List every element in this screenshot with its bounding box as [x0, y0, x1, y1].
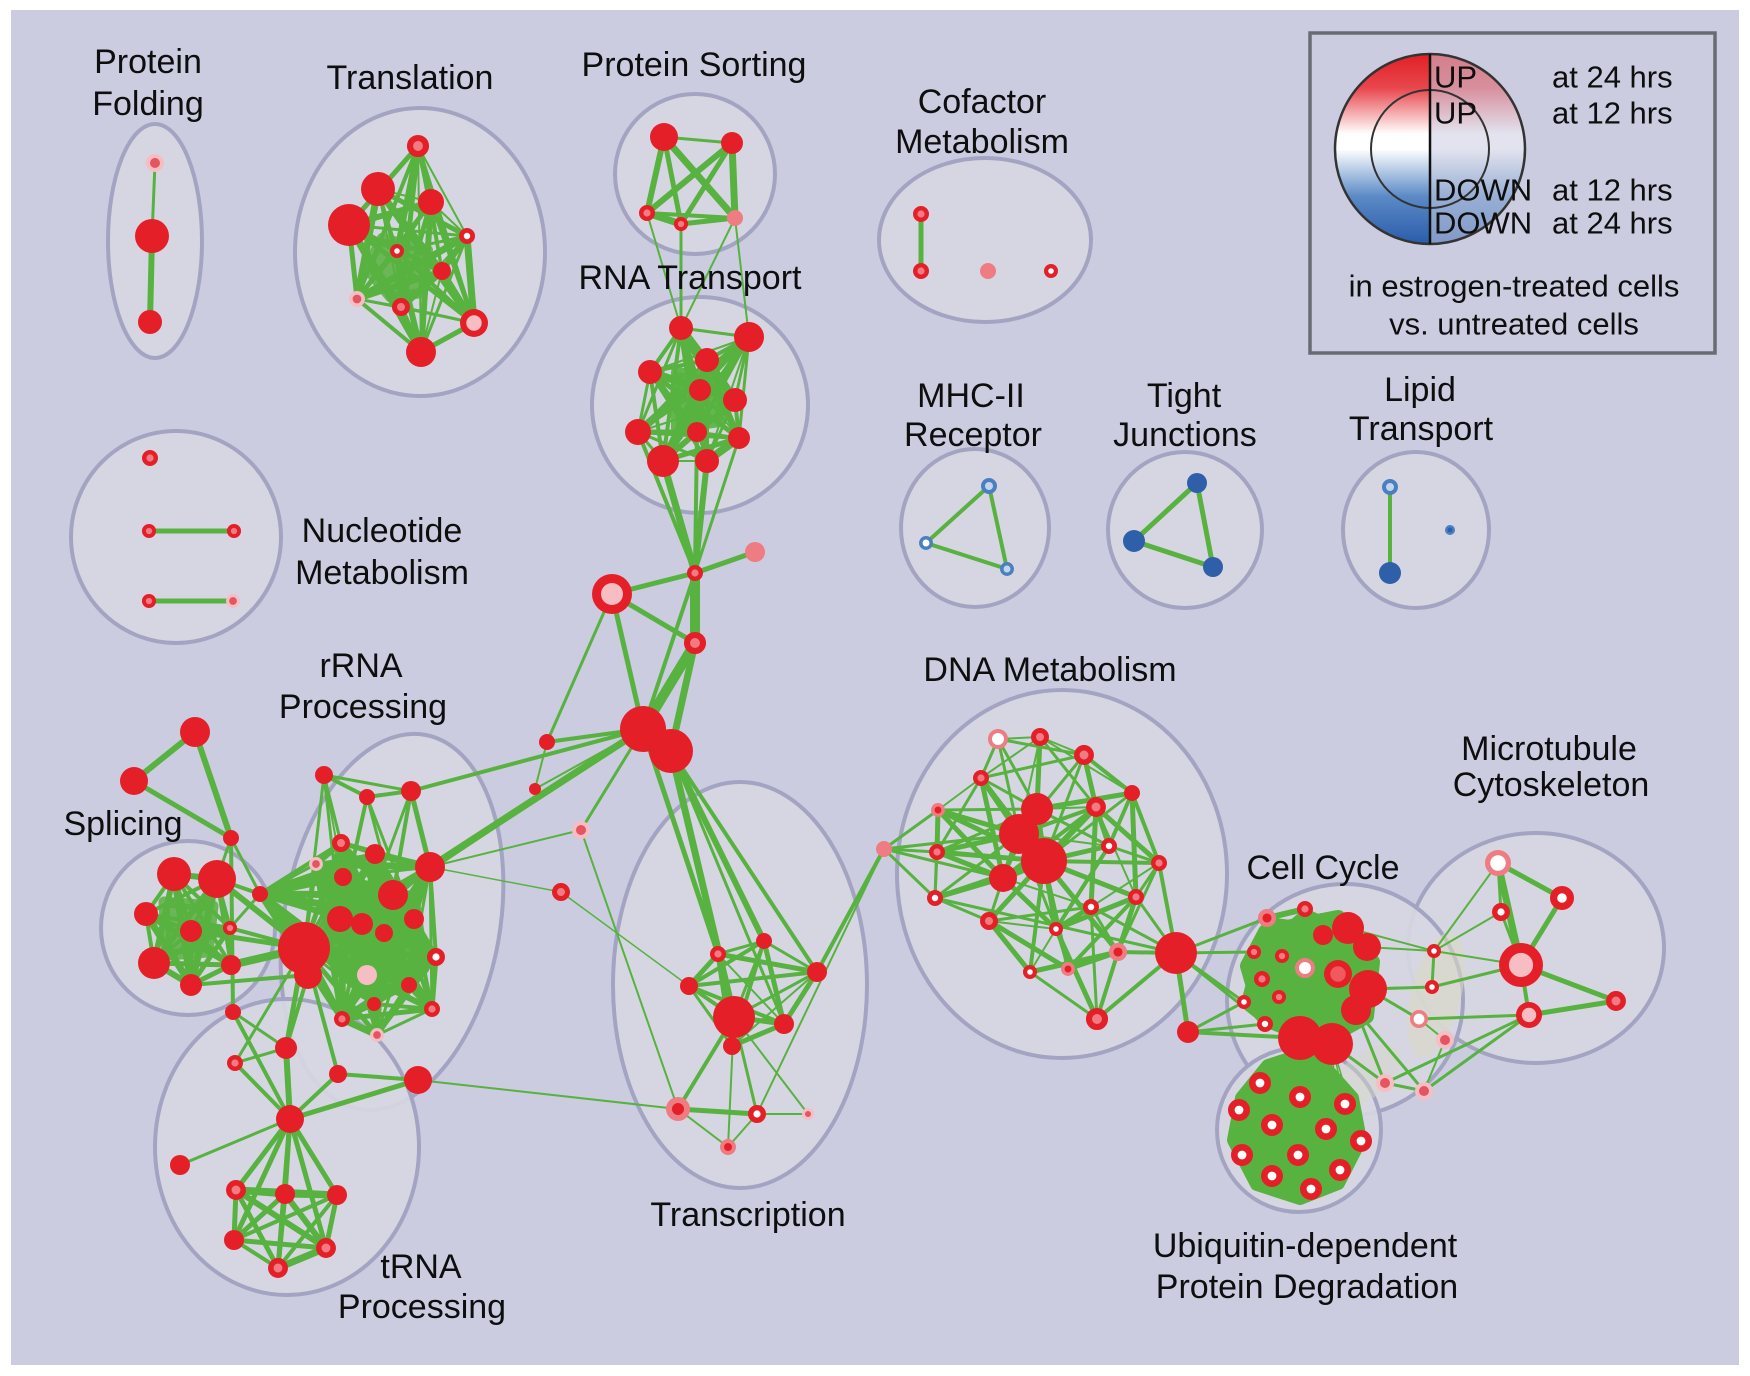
svg-text:Junctions: Junctions: [1113, 416, 1257, 454]
svg-text:UP: UP: [1434, 96, 1477, 131]
svg-text:tRNA: tRNA: [380, 1248, 462, 1286]
svg-text:Ubiquitin-dependent: Ubiquitin-dependent: [1153, 1227, 1458, 1265]
svg-text:Protein: Protein: [94, 43, 202, 81]
svg-text:Tight: Tight: [1147, 377, 1222, 415]
svg-text:in estrogen-treated cells: in estrogen-treated cells: [1349, 269, 1680, 304]
svg-text:RNA Transport: RNA Transport: [579, 259, 803, 297]
svg-text:Cell Cycle: Cell Cycle: [1246, 849, 1399, 887]
svg-text:Metabolism: Metabolism: [295, 554, 469, 592]
svg-text:at 12 hrs: at 12 hrs: [1552, 173, 1673, 208]
svg-text:Folding: Folding: [92, 85, 204, 123]
svg-text:Transport: Transport: [1349, 410, 1494, 448]
svg-text:Processing: Processing: [338, 1288, 506, 1326]
svg-text:Microtubule: Microtubule: [1461, 730, 1637, 768]
svg-text:Metabolism: Metabolism: [895, 123, 1069, 161]
svg-text:MHC-II: MHC-II: [917, 377, 1025, 415]
svg-text:Nucleotide: Nucleotide: [302, 512, 463, 550]
svg-text:Splicing: Splicing: [63, 805, 182, 843]
svg-text:UP: UP: [1434, 60, 1477, 95]
svg-text:rRNA: rRNA: [319, 647, 402, 685]
svg-text:Lipid: Lipid: [1384, 371, 1456, 409]
svg-text:Translation: Translation: [327, 59, 494, 97]
svg-text:at 24 hrs: at 24 hrs: [1552, 60, 1673, 95]
svg-text:Receptor: Receptor: [904, 416, 1042, 454]
svg-text:at 12 hrs: at 12 hrs: [1552, 96, 1673, 131]
svg-text:Cytoskeleton: Cytoskeleton: [1453, 766, 1650, 804]
svg-text:vs. untreated cells: vs. untreated cells: [1389, 307, 1639, 342]
svg-text:Transcription: Transcription: [650, 1196, 845, 1234]
svg-text:Protein Degradation: Protein Degradation: [1156, 1268, 1458, 1306]
svg-text:DOWN: DOWN: [1434, 206, 1532, 241]
svg-text:Protein Sorting: Protein Sorting: [582, 46, 807, 84]
svg-text:Processing: Processing: [279, 688, 447, 726]
svg-text:DOWN: DOWN: [1434, 173, 1532, 208]
svg-text:Cofactor: Cofactor: [918, 83, 1047, 121]
svg-text:at 24 hrs: at 24 hrs: [1552, 206, 1673, 241]
svg-text:DNA Metabolism: DNA Metabolism: [923, 651, 1176, 689]
